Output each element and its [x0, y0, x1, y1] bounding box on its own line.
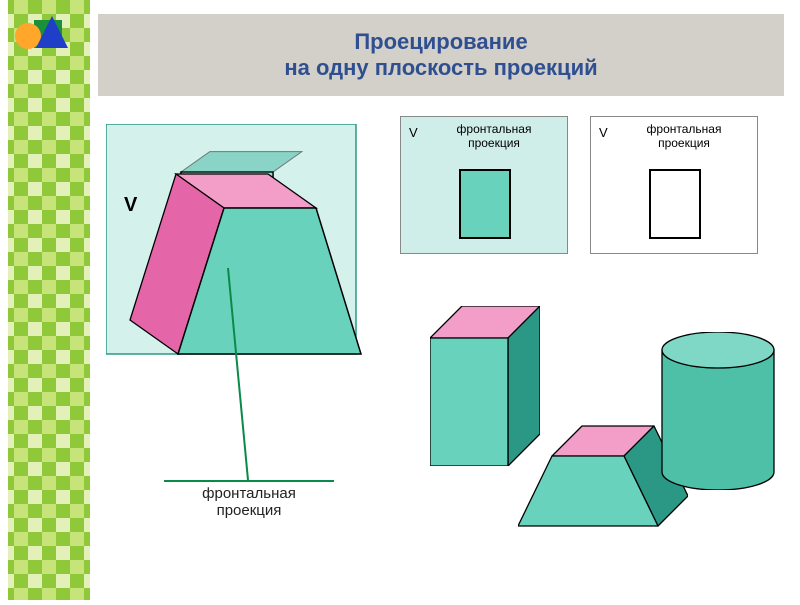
title-bar: Проецирование на одну плоскость проекций — [98, 14, 784, 96]
main-projection-diagram: V — [106, 124, 406, 454]
logo-circle — [15, 23, 41, 49]
projection-rect-outline — [649, 169, 701, 239]
card-caption: фронтальная проекция — [617, 123, 751, 151]
v-label: V — [599, 125, 608, 140]
main-svg — [106, 124, 406, 454]
caption-word-2: проекция — [468, 136, 520, 150]
projection-card-filled: V фронтальная проекция — [400, 116, 568, 254]
cylinder-solid — [660, 332, 776, 490]
logo — [14, 14, 72, 56]
content-area: V фронтальная проекция V фронтальная про… — [98, 110, 798, 600]
caption-word-1: фронтальная — [647, 122, 722, 136]
caption-word-2: проекция — [658, 136, 710, 150]
v-label: V — [409, 125, 418, 140]
title-line-2: на одну плоскость проекций — [284, 55, 597, 81]
title-line-1: Проецирование — [354, 29, 527, 55]
caption-word-2: проекция — [217, 502, 282, 519]
left-pattern-band — [0, 0, 98, 600]
caption-word-1: фронтальная — [457, 122, 532, 136]
v-label-main: V — [124, 194, 137, 217]
card-caption: фронтальная проекция — [427, 123, 561, 151]
projection-card-outline: V фронтальная проекция — [590, 116, 758, 254]
caption-word-1: фронтальная — [202, 485, 296, 502]
band-svg — [0, 0, 98, 600]
projection-rect-filled — [459, 169, 511, 239]
frontal-projection-label: фронтальная проекция — [164, 480, 334, 520]
logo-svg — [14, 14, 72, 56]
